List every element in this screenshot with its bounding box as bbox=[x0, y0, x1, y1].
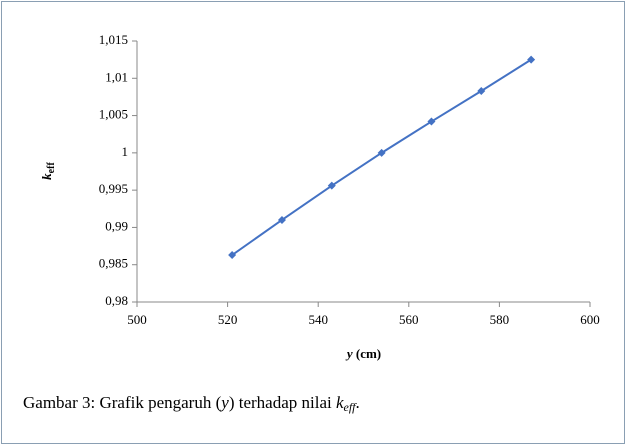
caption-part: ) terhadap nilai bbox=[229, 393, 336, 412]
y-tick-label: 1,01 bbox=[105, 69, 128, 84]
y-tick-label: 1,015 bbox=[99, 32, 128, 47]
y-axis-label: keff bbox=[39, 162, 57, 180]
point bbox=[228, 251, 237, 260]
x-tick-label: 520 bbox=[218, 312, 238, 327]
caption-part: . bbox=[356, 393, 360, 412]
caption-part: Gambar 3: Grafik pengaruh ( bbox=[23, 393, 222, 412]
point bbox=[327, 181, 336, 190]
point bbox=[427, 117, 436, 126]
x-label-var: y bbox=[345, 346, 353, 361]
caption-part: eff bbox=[344, 400, 358, 414]
point bbox=[477, 86, 486, 95]
x-tick-label: 560 bbox=[399, 312, 419, 327]
x-tick-label: 500 bbox=[127, 312, 147, 327]
y-tick-label: 0,985 bbox=[99, 256, 128, 271]
caption-part: y bbox=[219, 393, 229, 412]
x-tick-label: 580 bbox=[490, 312, 510, 327]
x-label-unit: (cm) bbox=[356, 346, 381, 361]
caption-part: k bbox=[336, 393, 344, 412]
x-tick-label: 540 bbox=[308, 312, 328, 327]
x-tick-label: 600 bbox=[580, 312, 600, 327]
y-label-main: k bbox=[39, 173, 54, 180]
x-axis-label: y (cm) bbox=[345, 346, 381, 361]
point bbox=[377, 148, 386, 157]
y-tick-label: 0,98 bbox=[105, 293, 128, 308]
y-tick-label: 0,995 bbox=[99, 181, 128, 196]
point bbox=[277, 215, 286, 224]
point bbox=[527, 55, 536, 64]
y-tick-label: 0,99 bbox=[105, 218, 128, 233]
y-tick-label: 1,005 bbox=[99, 107, 128, 122]
y-tick-label: 1 bbox=[122, 144, 129, 159]
caption: Gambar 3: Grafik pengaruh (y) terhadap n… bbox=[23, 393, 360, 414]
y-label-sub: eff bbox=[46, 162, 57, 174]
